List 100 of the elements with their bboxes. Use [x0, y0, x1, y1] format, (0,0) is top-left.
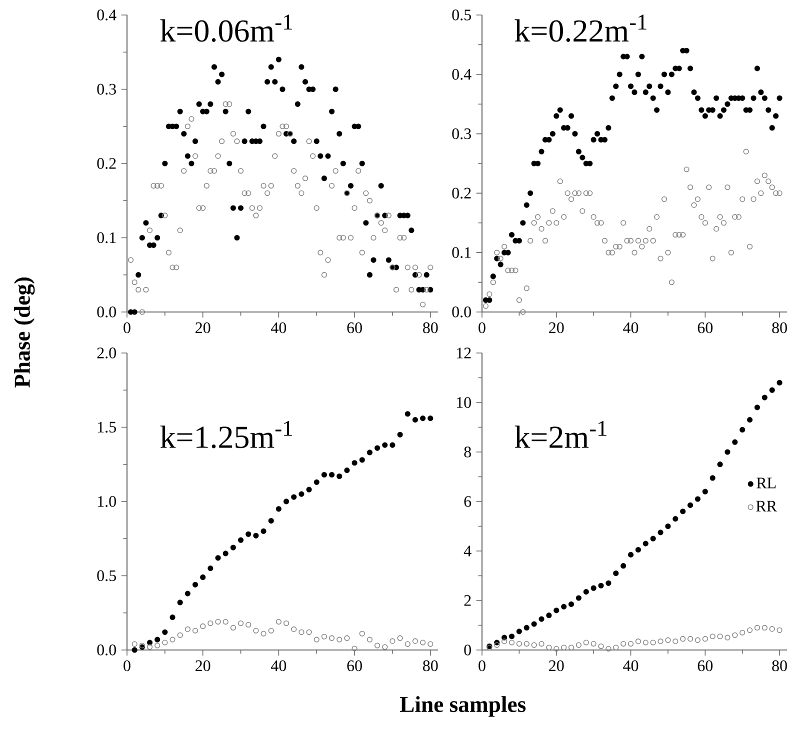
- point: [154, 636, 160, 642]
- point: [762, 394, 768, 400]
- point: [598, 643, 604, 650]
- point: [568, 644, 574, 650]
- point: [352, 460, 358, 466]
- y-tick-label: 0.4: [97, 10, 116, 20]
- point: [184, 590, 190, 596]
- point: [538, 641, 544, 647]
- point: [146, 640, 153, 646]
- point: [404, 411, 410, 417]
- point: [538, 616, 544, 622]
- point: [222, 618, 228, 625]
- point: [238, 537, 244, 543]
- point: [508, 640, 515, 646]
- point: [613, 644, 619, 650]
- point: [359, 630, 365, 636]
- point: [222, 550, 228, 556]
- point: [747, 417, 753, 423]
- point: [404, 641, 410, 647]
- point: [260, 630, 266, 636]
- point: [732, 632, 738, 638]
- point: [208, 620, 214, 626]
- point: [524, 641, 530, 647]
- point: [314, 479, 320, 485]
- point: [642, 540, 648, 546]
- y-tick-label: 10: [457, 397, 471, 408]
- point: [306, 629, 312, 635]
- point: [494, 642, 500, 648]
- legend-label: RR: [756, 500, 777, 512]
- point: [524, 624, 530, 631]
- point: [344, 635, 350, 641]
- point: [740, 426, 746, 433]
- point: [724, 634, 730, 640]
- point: [328, 635, 335, 641]
- point: [710, 634, 716, 640]
- point: [390, 442, 396, 448]
- x-axis-title: Line samples: [400, 696, 526, 717]
- point: [672, 638, 678, 644]
- x-tick-label: 0: [124, 660, 130, 672]
- point: [192, 582, 198, 588]
- x-tick-label: 40: [623, 660, 638, 672]
- x-tick-label: 80: [423, 322, 438, 334]
- point: [359, 457, 365, 463]
- y-tick-label: 0.0: [452, 306, 471, 318]
- point: [321, 472, 328, 478]
- point: [702, 636, 708, 642]
- y-tick-label: 0.1: [97, 232, 116, 244]
- point: [754, 624, 760, 631]
- point: [576, 595, 582, 601]
- point: [665, 637, 671, 643]
- y-tick-label: 2.0: [97, 348, 116, 358]
- text: k=1.25m$^{-1}$: [160, 420, 292, 448]
- point: [740, 630, 746, 636]
- point: [420, 640, 426, 646]
- point: [200, 623, 206, 630]
- point: [635, 638, 642, 644]
- x-tick-label: 40: [271, 322, 286, 334]
- point: [208, 566, 214, 572]
- point: [687, 636, 694, 642]
- point: [635, 546, 642, 553]
- y-tick-label: 4: [464, 546, 472, 556]
- point: [215, 555, 221, 561]
- point: [192, 628, 198, 634]
- point: [230, 624, 236, 631]
- point: [420, 416, 426, 422]
- x-tick-label: 60: [347, 322, 362, 334]
- point: [412, 417, 418, 423]
- legend-label: RL: [756, 478, 776, 488]
- x-tick-label: 0: [124, 322, 130, 334]
- point: [184, 626, 190, 632]
- point: [154, 642, 160, 648]
- point: [590, 641, 596, 647]
- point: [397, 635, 403, 641]
- y-tick-label: 0.1: [452, 247, 471, 258]
- point: [747, 627, 753, 633]
- x-tick-label: 60: [698, 322, 713, 334]
- y-tick-label: 2: [464, 595, 471, 606]
- point: [314, 636, 320, 642]
- y-tick-label: 0.5: [452, 10, 471, 20]
- point: [260, 528, 266, 534]
- x-tick-label: 20: [549, 660, 564, 672]
- point: [606, 580, 612, 586]
- point: [694, 637, 701, 643]
- point: [702, 488, 708, 494]
- point: [170, 636, 176, 642]
- point: [344, 468, 350, 474]
- point: [546, 644, 552, 650]
- point: [283, 498, 290, 504]
- point: [776, 380, 782, 386]
- point: [397, 432, 403, 438]
- point: [276, 506, 282, 512]
- point: [754, 404, 760, 410]
- point: [516, 641, 522, 647]
- point: [298, 629, 304, 635]
- y-tick-label: 1.5: [98, 422, 116, 433]
- point: [502, 638, 508, 644]
- point: [546, 612, 552, 618]
- point: [665, 523, 671, 530]
- point: [238, 620, 244, 626]
- point: [382, 644, 388, 650]
